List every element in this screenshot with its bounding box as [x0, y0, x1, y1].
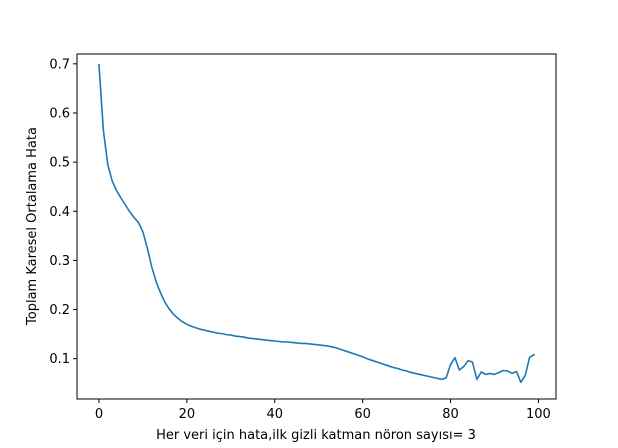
y-tick-label: 0.5	[49, 156, 70, 171]
plot-area	[76, 53, 557, 400]
y-tick-label: 0.4	[49, 205, 70, 220]
y-tick-label: 0.6	[49, 106, 70, 121]
y-tick-label: 0.3	[49, 254, 70, 269]
x-tick-label: 40	[266, 407, 283, 422]
x-tick-label: 60	[354, 407, 371, 422]
series-layer	[98, 63, 536, 384]
x-axis-label: Her veri için hata,ilk gizli katman nöro…	[156, 428, 476, 443]
x-tick-label: 80	[442, 407, 459, 422]
series-line	[98, 63, 536, 384]
x-tick-label: 100	[526, 407, 551, 422]
y-axis-label: Toplam Karesel Ortalama Hata	[25, 127, 40, 326]
x-axis-ticks: 0 20 40 60 80 100	[95, 399, 551, 422]
x-tick-label: 0	[95, 407, 103, 422]
x-tick-label: 20	[179, 407, 196, 422]
y-tick-label: 0.2	[49, 303, 70, 318]
y-tick-label: 0.1	[49, 352, 70, 367]
y-tick-label: 0.7	[49, 57, 70, 72]
y-axis-ticks: 0.1 0.2 0.3 0.4 0.5 0.6 0.7	[49, 57, 77, 367]
